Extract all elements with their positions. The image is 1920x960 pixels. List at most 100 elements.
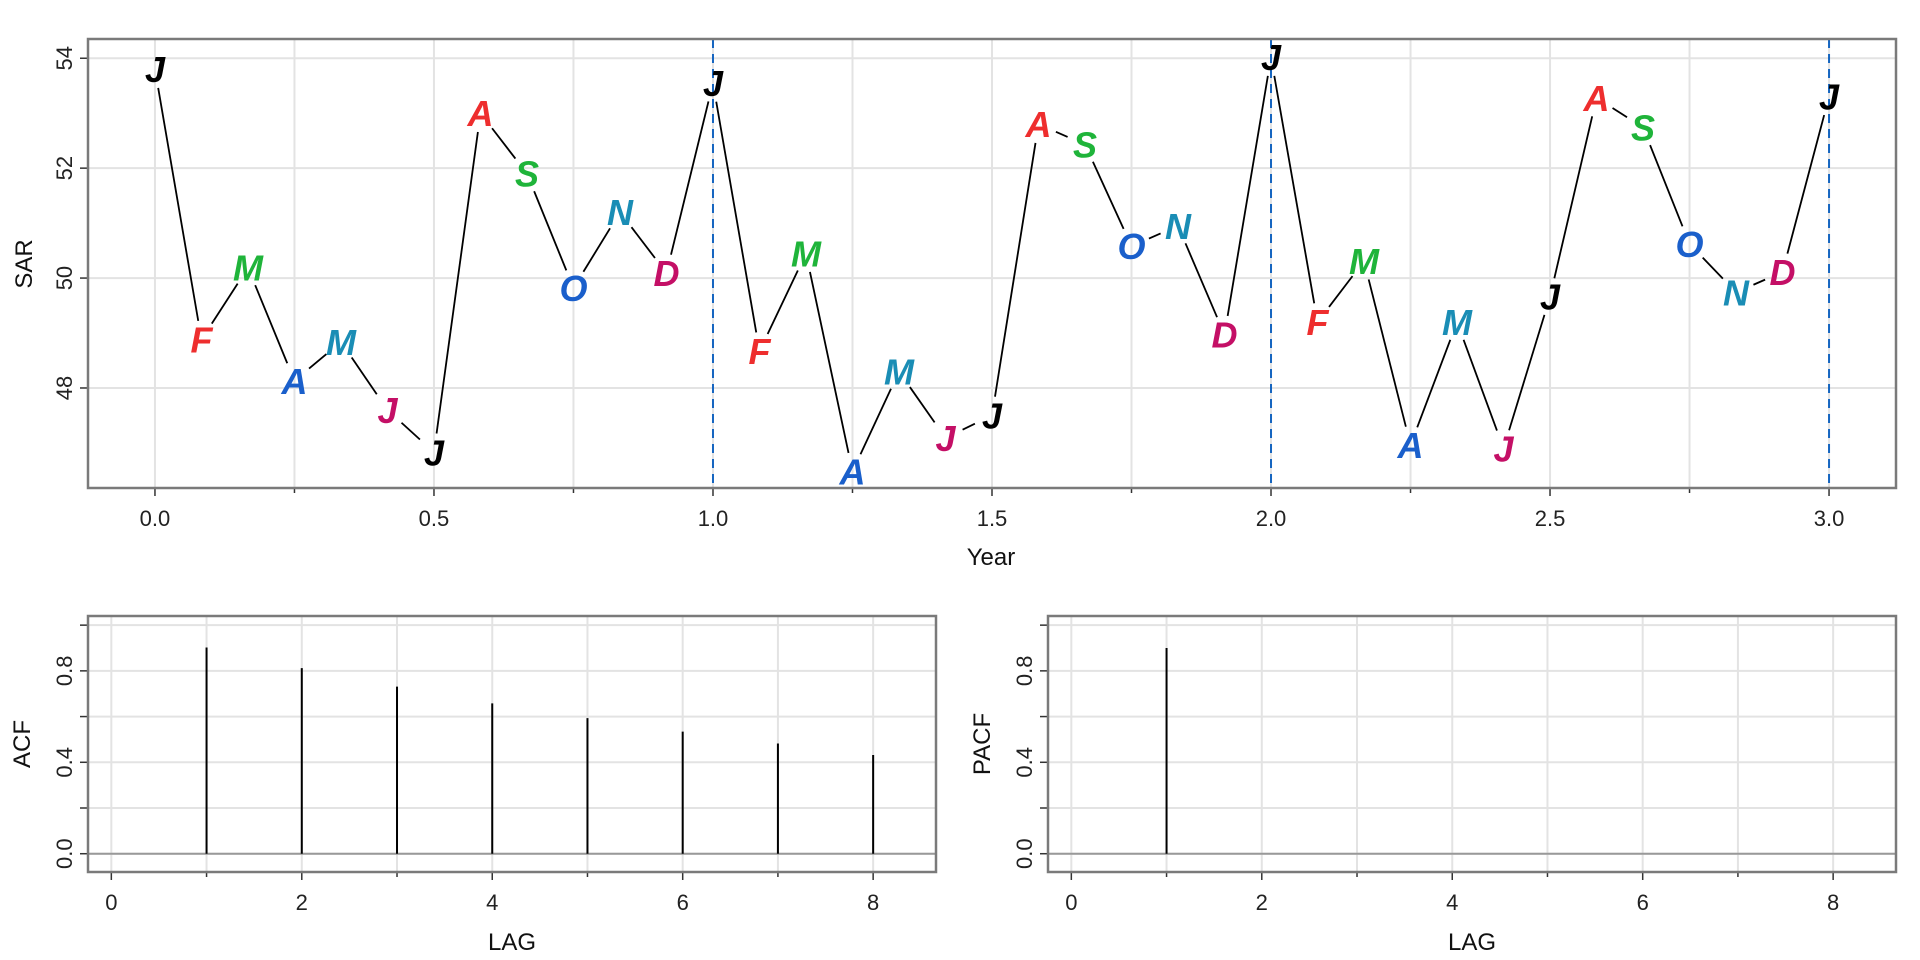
month-point-label: A [1397, 425, 1424, 466]
acf-x-tick-label: 8 [867, 890, 879, 915]
series-line-segment [435, 131, 479, 434]
series-line-segment [211, 283, 239, 325]
month-point-label: O [559, 268, 587, 309]
series-line-segment [809, 271, 850, 454]
series-line-segment [491, 127, 517, 160]
series-y-tick-label: 54 [52, 46, 77, 70]
month-point-label: N [1165, 206, 1192, 247]
series-line-segment [533, 190, 568, 271]
pacf-y-tick-label: 0.4 [1012, 747, 1037, 778]
month-point-label: A [1025, 104, 1052, 145]
month-point-label: D [1770, 252, 1796, 293]
series-line-segment [1612, 107, 1628, 119]
month-point-label: J [1494, 428, 1515, 469]
series-line-segment [1367, 279, 1407, 427]
series-x-tick-label: 1.5 [977, 506, 1008, 531]
month-point-label: D [653, 253, 679, 294]
pacf-y-tick-label: 0.8 [1012, 656, 1037, 687]
series-y-tick-label: 48 [52, 376, 77, 400]
series-line-segment [582, 227, 611, 273]
month-point-label: A [466, 93, 493, 134]
pacf-y-axis-label: PACF [969, 713, 996, 775]
series-line-segment [1148, 232, 1161, 240]
acf-x-tick-label: 4 [486, 890, 498, 915]
month-point-label: A [280, 361, 307, 402]
pacf-frame [1046, 614, 1898, 874]
month-point-label: N [1723, 272, 1750, 313]
month-point-label: J [1819, 77, 1840, 118]
month-point-label: D [1212, 315, 1238, 356]
month-point-label: S [1073, 125, 1097, 166]
acf-y-axis-label: ACF [9, 720, 36, 768]
series-line-segment [308, 353, 327, 370]
acf-x-tick-label: 2 [296, 890, 308, 915]
series-x-tick-label: 3.0 [1814, 506, 1845, 531]
month-point-label: M [1349, 241, 1380, 282]
acf-x-tick-label: 6 [677, 890, 689, 915]
month-point-label: A [838, 452, 865, 493]
month-point-label: J [1540, 277, 1561, 318]
series-frame [86, 37, 1898, 490]
month-point-label: S [515, 154, 539, 195]
series-x-tick-label: 2.5 [1535, 506, 1566, 531]
month-point-label: J [424, 432, 445, 473]
series-line-segment [1184, 242, 1218, 318]
acf-panel: 0 2 4 6 8 0.0 0.4 0.8 [52, 614, 938, 915]
pacf-x-tick-label: 0 [1065, 890, 1077, 915]
series-line-segment [1226, 75, 1269, 317]
series-line-segment [1462, 339, 1498, 431]
month-point-label: M [884, 351, 915, 392]
pacf-x-tick-label: 8 [1827, 890, 1839, 915]
pacf-x-tick-label: 2 [1256, 890, 1268, 915]
series-line-segment [909, 386, 936, 423]
month-point-label: N [607, 192, 634, 233]
series-line-segment [1273, 75, 1316, 304]
series-line-segment [962, 422, 976, 431]
series-line-segment [766, 270, 799, 335]
month-point-label: J [1261, 37, 1282, 78]
series-x-tick-label: 1.0 [698, 506, 729, 531]
pacf-x-tick-label: 6 [1637, 890, 1649, 915]
series-line-segment [1508, 314, 1546, 431]
series-line-segment [157, 87, 200, 322]
month-point-label: O [1117, 226, 1145, 267]
series-line-segment [1753, 278, 1766, 286]
month-point-label: S [1631, 107, 1655, 148]
acf-x-tick-label: 0 [105, 890, 117, 915]
acf-frame [86, 614, 938, 874]
acf-x-axis-label: LAG [488, 929, 536, 956]
month-point-label: A [1583, 78, 1610, 119]
month-point-label: J [935, 418, 956, 459]
series-line-segment [1702, 257, 1724, 280]
series-line-segment [400, 422, 421, 441]
series-line-segment [1092, 161, 1125, 230]
month-point-label: M [326, 322, 357, 363]
series-line-segment [859, 388, 892, 455]
month-point-label: F [1307, 302, 1330, 343]
pacf-panel: 0 2 4 6 8 0.0 0.4 0.8 [1012, 614, 1898, 915]
series-line-segment [715, 101, 758, 333]
pacf-x-axis-label: LAG [1448, 929, 1496, 956]
acf-y-tick-label: 0.0 [52, 838, 77, 869]
series-line-segment [1649, 144, 1684, 227]
acf-y-tick-label: 0.8 [52, 656, 77, 687]
series-line-segment [994, 142, 1037, 397]
series-x-tick-label: 0.5 [419, 506, 450, 531]
series-line-segment [350, 357, 378, 395]
month-point-label: F [748, 331, 771, 372]
series-y-tick-label: 52 [52, 156, 77, 180]
series-line-segment [1416, 339, 1452, 428]
pacf-y-tick-label: 0.0 [1012, 838, 1037, 869]
series-line-segment [1055, 130, 1068, 138]
pacf-x-tick-label: 4 [1446, 890, 1458, 915]
month-point-label: J [703, 63, 724, 104]
month-point-label: M [791, 233, 822, 274]
month-point-label: J [377, 390, 398, 431]
acf-y-tick-label: 0.4 [52, 747, 77, 778]
month-point-label: F [190, 320, 213, 361]
month-point-label: J [982, 395, 1003, 436]
month-point-label: M [1442, 302, 1473, 343]
month-point-label: M [233, 248, 264, 289]
